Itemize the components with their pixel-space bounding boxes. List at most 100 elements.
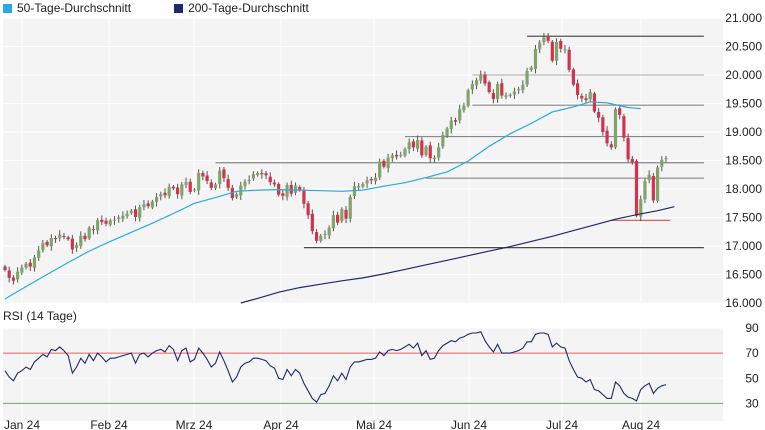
candle-down (618, 108, 622, 115)
y-tick-label: 17.500 (725, 211, 762, 225)
candle-down (546, 36, 550, 41)
candle-up (74, 244, 79, 249)
legend: 50-Tage-Durchschnitt 200-Tage-Durchschni… (0, 0, 349, 16)
candle-down (622, 116, 626, 138)
candle-down (3, 266, 7, 270)
candle-down (176, 187, 180, 195)
candle-down (550, 41, 554, 61)
candle-up (538, 42, 542, 50)
candle-down (281, 193, 285, 196)
rsi-y-tick-label: 70 (745, 346, 759, 360)
x-tick-label: Jun 24 (451, 418, 487, 430)
candle-up (470, 84, 474, 90)
y-tick-label: 20.500 (725, 40, 762, 54)
sma200-line (240, 206, 675, 304)
candle-up (647, 174, 651, 181)
candle-down (188, 181, 192, 192)
candle-up (213, 184, 218, 189)
candle-up (16, 271, 20, 280)
candle-down (146, 203, 150, 207)
candle-up (432, 157, 437, 160)
candle-down (205, 175, 209, 182)
candle-up (390, 155, 394, 159)
y-tick-label: 18.500 (725, 154, 762, 168)
candle-down (222, 169, 226, 179)
candle-down (45, 241, 49, 246)
candle-up (533, 48, 538, 69)
candle-down (483, 74, 487, 84)
candle-up (504, 95, 508, 97)
candle-up (386, 157, 390, 169)
candle-up (117, 217, 121, 219)
rsi-y-tick-label: 90 (745, 321, 759, 335)
candle-up (197, 173, 201, 191)
x-tick-label: Mai 24 (356, 418, 392, 430)
candle-up (340, 208, 344, 222)
candle-up (373, 177, 378, 182)
candle-up (247, 179, 251, 182)
candle-up (542, 37, 546, 43)
candle-down (53, 238, 58, 240)
candle-down (310, 213, 314, 232)
candle-down (605, 130, 609, 144)
candle-down (491, 93, 495, 99)
candle-up (32, 257, 37, 268)
candle-up (357, 186, 361, 188)
y-tick-label: 17.000 (725, 239, 762, 253)
candle-up (108, 220, 112, 225)
legend-item-sma200[interactable]: 200-Tage-Durchschnitt (174, 1, 309, 15)
candle-down (500, 83, 504, 96)
candle-up (495, 84, 500, 99)
x-tick-label: Apr 24 (263, 418, 299, 430)
legend-sma200-label: 200-Tage-Durchschnitt (188, 1, 309, 15)
candle-up (49, 238, 53, 247)
candle-down (559, 41, 563, 49)
candle-down (453, 120, 458, 122)
candle-down (260, 173, 264, 175)
candle-down (369, 179, 373, 181)
legend-item-sma50[interactable]: 50-Tage-Durchschnitt (3, 1, 131, 15)
candle-up (331, 215, 335, 229)
candle-down (70, 238, 74, 250)
candle-up (180, 184, 184, 196)
candle-down (201, 173, 205, 177)
candle-up (525, 71, 529, 85)
candle-up (129, 210, 133, 214)
candle-down (289, 185, 293, 194)
y-tick-label: 19.000 (725, 125, 762, 139)
candle-up (508, 94, 512, 96)
candle-down (336, 214, 340, 223)
candle-up (474, 80, 479, 86)
candle-up (462, 105, 466, 111)
candle-up (613, 109, 618, 148)
candle-up (445, 128, 449, 137)
candle-up (458, 109, 462, 121)
candle-up (399, 154, 403, 156)
candle-down (62, 235, 66, 237)
candle-down (306, 203, 310, 216)
candle-down (226, 179, 230, 188)
candle-down (584, 98, 588, 101)
candle-up (58, 234, 62, 239)
rsi-y-tick-label: 30 (745, 396, 759, 410)
candle-down (11, 277, 16, 281)
candle-up (441, 134, 445, 147)
candle-up (517, 89, 521, 91)
candle-down (580, 95, 584, 99)
candle-down (302, 190, 306, 204)
candle-up (112, 219, 117, 221)
candle-up (660, 159, 664, 167)
candle-up (664, 158, 668, 160)
candle-down (487, 82, 491, 93)
x-tick-label: Feb 24 (90, 418, 128, 430)
sma50-line (4, 101, 641, 300)
candle-up (327, 227, 331, 236)
candle-down (420, 140, 424, 156)
candle-down (630, 158, 634, 163)
candle-down (651, 176, 655, 201)
candle-up (87, 227, 91, 239)
candle-up (319, 235, 323, 241)
candle-up (588, 92, 592, 100)
candle-down (209, 182, 213, 188)
